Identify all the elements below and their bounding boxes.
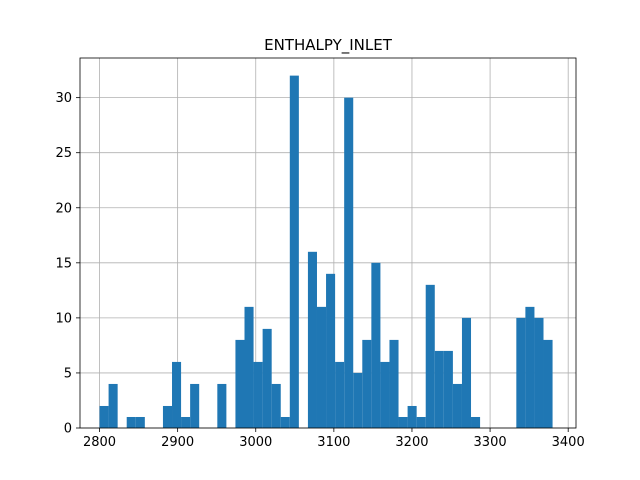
histogram-bar bbox=[99, 405, 109, 428]
histogram-bar bbox=[126, 416, 136, 428]
histogram-bar bbox=[434, 350, 444, 428]
histogram-bar bbox=[271, 383, 281, 428]
histogram-bar bbox=[452, 383, 462, 428]
y-tick-label: 20 bbox=[55, 201, 72, 216]
histogram-bar bbox=[289, 75, 299, 428]
histogram-bar bbox=[443, 350, 453, 428]
histogram-bar bbox=[335, 361, 345, 428]
axes bbox=[76, 57, 577, 432]
x-tick-label: 3200 bbox=[395, 435, 428, 450]
histogram-bar bbox=[253, 361, 263, 428]
x-tick-label: 2800 bbox=[83, 435, 116, 450]
histogram-bar bbox=[371, 262, 381, 428]
y-tick-label: 25 bbox=[55, 146, 72, 161]
histogram-bar bbox=[162, 405, 173, 428]
plot-frame bbox=[79, 57, 577, 429]
histogram-bar bbox=[135, 416, 145, 428]
histogram-bar bbox=[534, 317, 544, 428]
histogram-bar bbox=[389, 339, 399, 428]
x-tick-label: 2900 bbox=[161, 435, 194, 450]
histogram-bar bbox=[190, 383, 200, 428]
histogram-bar bbox=[543, 339, 553, 428]
histogram-bar bbox=[398, 416, 408, 428]
x-tick-label: 3300 bbox=[474, 435, 507, 450]
histogram-bar bbox=[516, 317, 526, 428]
tick-labels: 2800 2900 3000 3100 3200 3300 3400 0 5 10 15 20 25 30 bbox=[55, 91, 584, 450]
histogram-bar bbox=[217, 383, 227, 428]
y-tick-label: 0 bbox=[64, 422, 72, 437]
histogram-bar bbox=[316, 306, 327, 428]
histogram-bar bbox=[525, 306, 535, 428]
x-tick-label: 3100 bbox=[317, 435, 350, 450]
y-tick-label: 5 bbox=[64, 366, 72, 381]
histogram-bar bbox=[244, 306, 254, 428]
x-tick-label: 3400 bbox=[552, 435, 585, 450]
x-tick-label: 3000 bbox=[239, 435, 272, 450]
histogram-bar bbox=[362, 339, 372, 428]
histogram-bar bbox=[172, 361, 182, 428]
histogram-bar bbox=[471, 416, 481, 428]
bars bbox=[99, 75, 553, 429]
histogram-bar bbox=[262, 328, 272, 428]
histogram-bar bbox=[461, 317, 472, 428]
histogram-bar bbox=[235, 339, 245, 428]
histogram-bar bbox=[307, 251, 317, 428]
chart-title: ENTHALPY_INLET bbox=[264, 36, 393, 55]
histogram-bar bbox=[181, 416, 191, 428]
histogram-bar bbox=[353, 372, 363, 428]
y-tick-label: 10 bbox=[55, 311, 72, 326]
histogram-bar bbox=[326, 273, 336, 428]
histogram-bar bbox=[380, 361, 390, 428]
histogram-bar bbox=[416, 416, 426, 428]
histogram-bar bbox=[108, 383, 118, 428]
histogram-bar bbox=[280, 416, 290, 428]
y-tick-label: 15 bbox=[55, 256, 72, 271]
y-tick-label: 30 bbox=[55, 91, 72, 106]
grid-lines bbox=[80, 58, 576, 429]
histogram-bar bbox=[425, 284, 435, 428]
histogram-bar bbox=[407, 405, 417, 428]
histogram-bar bbox=[344, 97, 354, 429]
